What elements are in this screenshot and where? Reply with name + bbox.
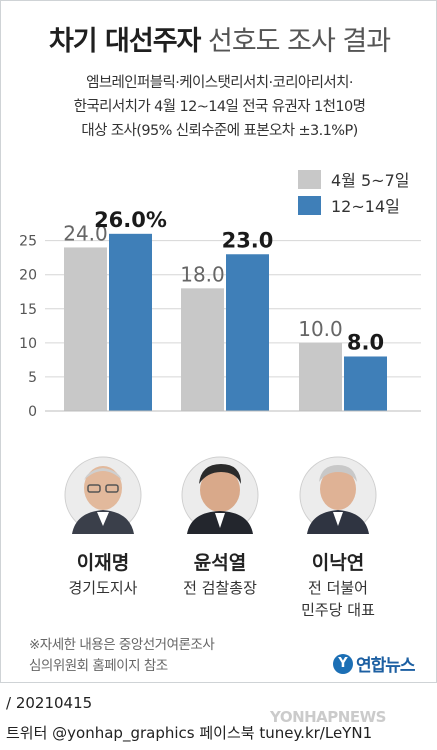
bar-1-series-0: [181, 288, 224, 411]
y-tick-label-5: 5: [28, 370, 37, 386]
candidate-role-3a: 전 더불어: [308, 579, 368, 597]
infographic-card: 차기 대선주자 선호도 조사 결과 엠브레인퍼블릭·케이스탯리서치·코리아리서치…: [0, 0, 437, 683]
candidate-name-2: 윤석열: [193, 552, 247, 574]
subtitle-line-1: 엠브레인퍼블릭·케이스탯리서치·코리아리서치·: [86, 75, 353, 91]
footnote-line-1: ※자세한 내용은 중앙선거여론조사: [29, 637, 215, 653]
data-label-0-series-1: 26.0%: [94, 208, 167, 232]
data-label-0-series-0: 24.0: [63, 221, 108, 245]
legend-label-previous: 4월 5~7일: [331, 171, 410, 190]
bar-0-series-0: [64, 247, 107, 411]
bar-1-series-1: [226, 254, 269, 411]
y-tick-label-10: 10: [19, 336, 37, 352]
data-label-1-series-1: 23.0: [222, 228, 274, 252]
candidate-role-1: 경기도지사: [68, 579, 138, 597]
candidate-name-3: 이낙연: [311, 552, 365, 574]
bar-2-series-0: [299, 342, 342, 411]
data-label-1-series-0: 18.0: [180, 262, 225, 286]
y-tick-label-20: 20: [19, 268, 37, 284]
candidate-role-2: 전 검찰총장: [183, 579, 257, 597]
footer-date: / 20210415: [6, 694, 93, 712]
bar-2-series-1: [344, 356, 387, 411]
legend-swatch-gray: [298, 169, 321, 189]
watermark: YONHAPNEWS: [270, 708, 386, 726]
y-tick-label-0: 0: [28, 404, 37, 420]
candidate-photo-yoon-seok-youl: [181, 456, 259, 534]
footnote-line-2: 심의위원회 홈페이지 참조: [29, 658, 168, 674]
yonhap-logo-text: 연합뉴스: [356, 656, 416, 676]
data-label-2-series-0: 10.0: [298, 317, 343, 341]
legend-item-previous: 4월 5~7일: [298, 168, 409, 190]
bar-0-series-1: [109, 233, 152, 411]
yonhap-logo: Y 연합뉴스: [333, 651, 416, 676]
bar-chart: 0 5 10 15 20 25 24.026.0% 18.0 23.0 10.08.0: [19, 208, 421, 420]
candidate-photo-lee-nak-yon: [299, 456, 377, 534]
candidate-name-1: 이재명: [76, 552, 130, 574]
data-label-2-series-1: 8.0: [347, 330, 384, 354]
candidate-photo-lee-jae-myung: [64, 456, 142, 534]
title-light: 선호도 조사 결과: [208, 26, 391, 57]
yonhap-logo-icon: Y: [333, 653, 353, 674]
chart-title: 차기 대선주자 선호도 조사 결과: [1, 19, 437, 58]
candidate-role-3b: 민주당 대표: [301, 601, 375, 619]
legend-label-current: 12~14일: [331, 197, 400, 216]
y-tick-label-15: 15: [19, 302, 37, 318]
y-tick-label-25: 25: [19, 234, 37, 250]
legend-swatch-blue: [298, 195, 321, 215]
footer-social: 트위터 @yonhap_graphics 페이스북 tuney.kr/LeYN1: [6, 724, 373, 742]
title-bold: 차기 대선주자: [48, 26, 201, 57]
subtitle-line-3: 대상 조사(95% 신뢰수준에 표본오차 ±3.1%P): [81, 123, 358, 139]
legend-item-current: 12~14일: [298, 194, 400, 216]
subtitle-line-2: 한국리서치가 4월 12~14일 전국 유권자 1천10명: [73, 99, 366, 115]
